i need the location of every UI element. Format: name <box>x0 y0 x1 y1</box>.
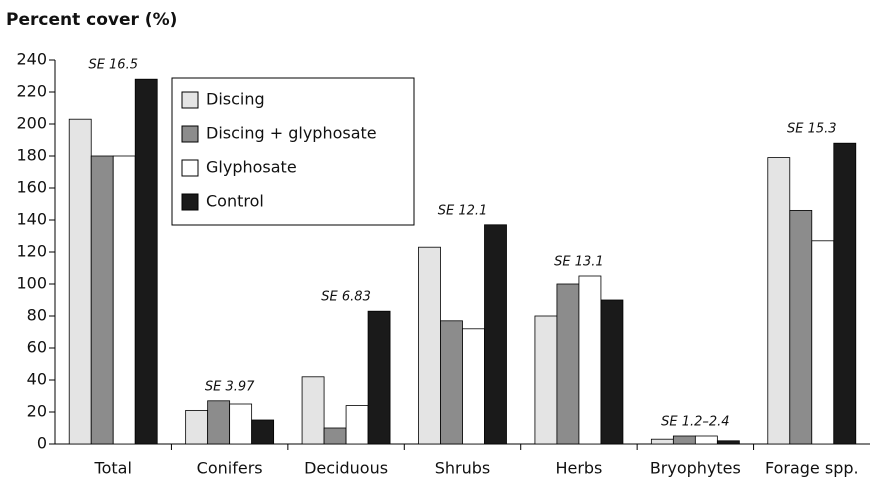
legend-label: Glyphosate <box>206 158 297 177</box>
bar <box>833 142 857 445</box>
y-tick-label: 220 <box>16 82 47 101</box>
x-tick-label: Deciduous <box>304 459 388 478</box>
y-tick-label: 60 <box>27 338 47 357</box>
bar <box>578 275 602 445</box>
legend-label: Control <box>206 192 264 211</box>
legend-label: Discing + glyphosate <box>206 124 377 143</box>
legend-label: Discing <box>206 90 265 109</box>
y-tick-label: 240 <box>16 50 47 69</box>
bar <box>345 405 369 445</box>
bar <box>251 419 275 445</box>
x-tick-label: Herbs <box>555 459 602 478</box>
bar <box>367 310 391 445</box>
bar <box>767 157 791 445</box>
x-tick-label: Shrubs <box>435 459 491 478</box>
bar <box>134 78 158 445</box>
y-tick-label: 200 <box>16 114 47 133</box>
bar <box>418 246 441 445</box>
legend-swatch <box>181 125 199 143</box>
bar <box>694 435 718 445</box>
bar <box>811 240 835 445</box>
se-label: SE 1.2–2.4 <box>661 415 729 430</box>
se-label: SE 12.1 <box>438 203 488 218</box>
bar <box>462 328 485 445</box>
legend-swatch <box>181 91 199 109</box>
bar <box>68 118 92 445</box>
bar <box>650 438 674 445</box>
se-label: SE 16.5 <box>88 58 138 73</box>
x-tick-label: Total <box>94 459 132 478</box>
bar <box>534 315 558 445</box>
bar <box>440 320 463 445</box>
y-tick-label: 0 <box>37 434 47 453</box>
se-label: SE 3.97 <box>205 379 255 394</box>
y-tick-label: 40 <box>27 370 47 389</box>
y-tick-label: 20 <box>27 402 47 421</box>
y-tick-label: 140 <box>16 210 47 229</box>
bar <box>716 440 740 445</box>
se-label: SE 13.1 <box>554 255 604 270</box>
bar <box>789 209 813 445</box>
bar <box>600 299 624 445</box>
chart-title: Percent cover (%) <box>6 10 177 30</box>
x-tick-label: Forage spp. <box>765 459 859 478</box>
y-tick-label: 80 <box>27 306 47 325</box>
legend-swatch <box>181 193 199 211</box>
bar <box>323 427 347 445</box>
se-label: SE 15.3 <box>787 122 837 137</box>
legend-box <box>171 77 415 226</box>
y-tick-label: 120 <box>16 242 47 261</box>
y-tick-label: 180 <box>16 146 47 165</box>
x-tick-label: Bryophytes <box>650 459 741 478</box>
bar <box>90 155 114 445</box>
bar <box>301 376 325 445</box>
y-tick-label: 100 <box>16 274 47 293</box>
legend-swatch <box>181 159 199 177</box>
bar <box>556 283 580 445</box>
se-label: SE 6.83 <box>321 290 371 305</box>
bar <box>484 224 507 445</box>
x-tick-label: Conifers <box>197 459 263 478</box>
bar <box>672 435 696 445</box>
bar <box>112 155 136 445</box>
bar <box>185 409 209 445</box>
bar <box>229 403 253 445</box>
bar <box>207 400 231 445</box>
y-tick-label: 160 <box>16 178 47 197</box>
